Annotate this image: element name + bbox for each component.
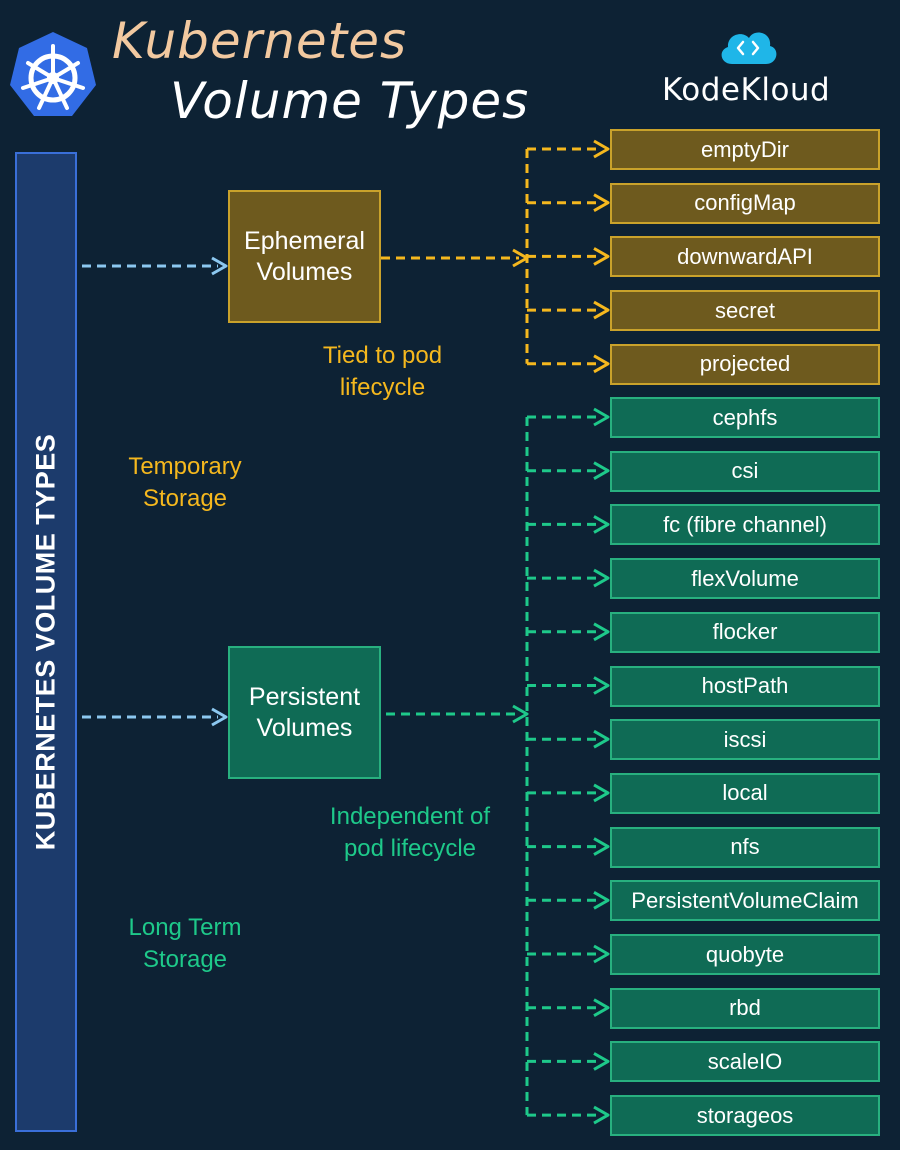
long-term-storage-label: Long Term Storage bbox=[128, 914, 242, 973]
persistent-branch-arrow bbox=[527, 783, 610, 803]
persistent-branch-arrow bbox=[527, 515, 610, 534]
persistent-volume-item: scaleIO bbox=[610, 1041, 880, 1083]
persistent-branch-arrow bbox=[527, 568, 610, 588]
ephemeral-volumes-box: Ephemeral Volumes bbox=[228, 190, 381, 323]
persistent-branch-arrow bbox=[527, 676, 610, 695]
persistent-volume-item: rbd bbox=[610, 987, 880, 1029]
persistent-volume-item: csi bbox=[610, 450, 880, 492]
persistent-note: Independent of pod lifecycle bbox=[329, 803, 491, 862]
persistent-branch-arrow bbox=[527, 622, 610, 642]
persistent-branch-arrow bbox=[527, 998, 610, 1018]
persistent-volume-item: storageos bbox=[610, 1095, 880, 1137]
persistent-volume-item: iscsi bbox=[610, 719, 880, 761]
brand-name: KodeKloud bbox=[662, 72, 831, 108]
cloud-code-icon bbox=[721, 32, 777, 64]
ephemeral-main-arrow bbox=[381, 248, 529, 268]
title-line-2: Volume Types bbox=[170, 72, 530, 130]
persistent-volume-item: fc (fibre channel) bbox=[610, 504, 880, 546]
persistent-volume-item: flexVolume bbox=[610, 558, 880, 600]
persistent-branch-arrow bbox=[527, 837, 610, 856]
persistent-branch-arrow bbox=[527, 1052, 610, 1071]
persistent-volume-item: local bbox=[610, 772, 880, 814]
temporary-storage-label: Temporary Storage bbox=[128, 453, 242, 512]
persistent-branch-arrow bbox=[527, 1105, 610, 1125]
ephemeral-note: Tied to pod lifecycle bbox=[322, 342, 443, 401]
persistent-branch-arrow bbox=[527, 944, 610, 964]
persistent-volume-item: hostPath bbox=[610, 665, 880, 707]
persistent-volume-item: cephfs bbox=[610, 397, 880, 438]
persistent-volume-item: flocker bbox=[610, 611, 880, 653]
title-line-1: Kubernetes bbox=[112, 12, 408, 70]
ephemeral-volume-item: configMap bbox=[610, 182, 880, 224]
ephemeral-branch-arrow bbox=[527, 354, 610, 374]
persistent-volume-item: PersistentVolumeClaim bbox=[610, 880, 880, 922]
persistent-branch-arrow bbox=[527, 407, 610, 427]
persistent-branch-arrow bbox=[527, 729, 610, 749]
ephemeral-branch-arrow bbox=[527, 300, 610, 320]
ephemeral-volume-item: downwardAPI bbox=[610, 236, 880, 278]
ephemeral-volume-item: secret bbox=[610, 290, 880, 332]
ephemeral-volume-item: emptyDir bbox=[610, 129, 880, 170]
ephemeral-branch-arrow bbox=[527, 193, 610, 213]
ephemeral-volume-item: projected bbox=[610, 343, 880, 385]
persistent-volume-item: nfs bbox=[610, 826, 880, 868]
sidebar-to-persistent-arrow bbox=[82, 707, 228, 727]
sidebar-panel: KUBERNETES VOLUME TYPES bbox=[15, 152, 77, 1132]
ephemeral-branch-arrow bbox=[527, 247, 610, 266]
sidebar-to-ephemeral-arrow bbox=[82, 256, 228, 276]
persistent-branch-arrow bbox=[527, 461, 610, 481]
kubernetes-logo-icon bbox=[10, 32, 96, 116]
persistent-main-arrow bbox=[386, 704, 529, 724]
persistent-volumes-box: Persistent Volumes bbox=[228, 646, 381, 779]
ephemeral-branch-arrow bbox=[527, 139, 610, 159]
persistent-volume-item: quobyte bbox=[610, 934, 880, 975]
persistent-branch-arrow bbox=[527, 890, 610, 910]
